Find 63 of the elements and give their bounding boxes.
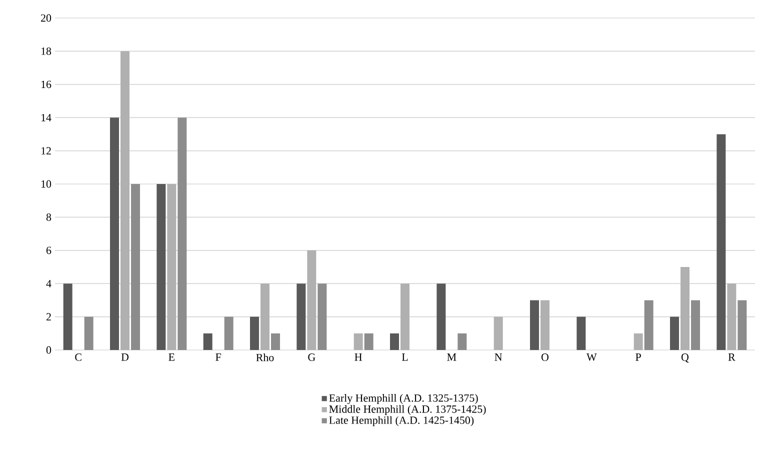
x-tick-label: L (402, 354, 408, 361)
bar (84, 316, 94, 350)
bar (167, 184, 176, 350)
bar (296, 284, 306, 350)
x-tick-label: M (447, 354, 456, 361)
bar (364, 333, 374, 350)
y-tick-label: 16 (41, 80, 52, 88)
bar (120, 51, 130, 350)
x-tick-label: G (308, 354, 316, 361)
legend-label: Middle Hemphill (A.D. 1375-1425) (329, 405, 486, 416)
x-tick-label: P (636, 354, 641, 361)
bar (110, 118, 119, 350)
x-tick-label: F (216, 354, 221, 361)
y-tick-label: 20 (41, 14, 52, 22)
y-tick-label: 8 (46, 214, 52, 221)
y-tick-label: 2 (46, 313, 51, 320)
bar (738, 300, 747, 350)
bar (354, 333, 363, 350)
y-tick-label: 6 (46, 246, 52, 254)
x-tick-label: D (121, 354, 129, 361)
bar (250, 316, 260, 350)
bar (203, 333, 212, 350)
bar (716, 134, 726, 350)
bar (458, 333, 467, 350)
y-tick-label: 14 (41, 114, 52, 122)
bar (178, 118, 187, 350)
bar (156, 184, 166, 350)
x-tick-label: O (542, 354, 548, 361)
y-tick-label: 0 (46, 346, 52, 354)
bar (307, 250, 316, 350)
bar (670, 316, 680, 350)
bar (540, 300, 550, 350)
bar (260, 284, 270, 350)
bar (530, 300, 540, 350)
bar (691, 300, 700, 350)
y-tick-label: 18 (41, 48, 52, 55)
y-tick-label: 10 (41, 180, 52, 188)
x-tick-label: C (75, 354, 82, 361)
bar (576, 316, 586, 350)
bar (634, 333, 643, 350)
bar (131, 184, 140, 350)
x-tick-label: W (586, 354, 597, 361)
bar (224, 316, 234, 350)
bar (63, 284, 72, 350)
x-tick-label: H (354, 354, 362, 361)
x-tick-label: Q (682, 354, 689, 363)
x-tick-label: E (168, 354, 174, 361)
bar (644, 300, 654, 350)
bar (400, 284, 410, 350)
legend-label: Early Hemphill (A.D. 1325-1375) (329, 394, 478, 404)
x-tick-label: Rho (256, 354, 274, 362)
legend-label: Late Hemphill (A.D. 1425-1450) (329, 416, 474, 426)
y-tick-label: 12 (41, 147, 51, 154)
x-tick-label: R (728, 354, 736, 361)
y-tick-label: 4 (46, 280, 52, 288)
bar (318, 284, 327, 350)
bar (494, 316, 503, 350)
bar (271, 333, 280, 350)
bar (680, 267, 690, 350)
bar (727, 284, 736, 350)
bar (390, 333, 400, 350)
x-tick-label: N (494, 354, 502, 361)
bar (436, 284, 446, 350)
